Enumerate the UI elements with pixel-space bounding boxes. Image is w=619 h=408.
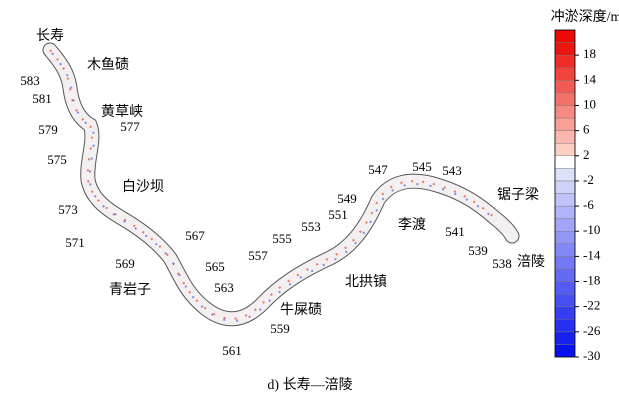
section-label: 543 [442,163,462,178]
section-label: 581 [32,91,52,106]
colorbar-cell [554,268,576,282]
colorbar-tick-label: -22 [583,298,600,313]
section-label: 539 [468,243,488,258]
place-label: 木鱼碛 [87,56,129,73]
colorbar-tick-label: 2 [583,147,590,162]
caption: d) 长寿—涪陵 [267,376,352,393]
colorbar-cell [554,29,576,43]
colorbar-cell [554,231,576,245]
colorbar-cell [554,155,576,169]
colorbar-tick-label: -6 [583,197,594,212]
colorbar-tick-label: -26 [583,323,601,338]
colorbar-cell [554,142,576,156]
colorbar-tick-label: -18 [583,273,600,288]
colorbar-cell [554,193,576,207]
section-label: 583 [20,73,40,88]
colorbar-cell [554,42,576,56]
colorbar-cell [554,205,576,219]
colorbar-tick-label: -10 [583,222,600,237]
colorbar-tick-label: 6 [583,122,590,137]
place-label: 锯子梁 [497,187,539,203]
place-label: 白沙坝 [122,179,164,195]
colorbar-cell [554,281,576,295]
section-label: 573 [58,202,78,217]
section-label: 563 [214,280,234,295]
colorbar-cell [554,243,576,257]
section-label: 541 [445,224,465,239]
section-label: 579 [38,122,58,137]
colorbar-tick-label: 18 [583,46,596,61]
colorbar-cell [554,130,576,144]
section-label: 551 [328,207,348,222]
section-label: 561 [222,343,242,358]
colorbar-cell [554,256,576,270]
section-label: 567 [185,228,205,243]
colorbar-cell [554,80,576,94]
colorbar-tick-label: -14 [583,247,601,262]
colorbar-cell [554,92,576,106]
place-label: 北拱镇 [345,274,387,290]
colorbar-cell [554,105,576,119]
section-label: 569 [115,256,135,271]
section-label: 557 [248,248,268,263]
colorbar-cell [554,344,576,358]
section-label: 538 [492,256,512,271]
colorbar-cell [554,218,576,232]
section-label: 553 [301,219,321,234]
colorbar-tick-label: -2 [583,172,594,187]
colorbar-cell [554,54,576,68]
colorbar-cell [554,117,576,131]
section-label: 547 [368,162,388,177]
place-label: 涪陵 [517,254,545,270]
colorbar-title: 冲淤深度/m [551,9,619,25]
section-label: 571 [65,235,85,250]
section-label: 559 [270,321,290,336]
section-label: 565 [205,259,225,274]
section-label: 575 [47,152,67,167]
colorbar-cell [554,306,576,320]
colorbar-cell [554,293,576,307]
place-label: 牛屎碛 [280,302,322,318]
colorbar-cell [554,331,576,345]
colorbar-tick-label: 14 [583,71,597,86]
colorbar-cell [554,319,576,333]
colorbar-tick-label: 10 [583,96,596,111]
colorbar-tick-label: -30 [583,348,600,363]
river-channel [42,42,520,327]
section-label: 577 [120,119,140,134]
section-label: 549 [337,191,357,206]
section-label: 545 [412,159,432,174]
place-label: 长寿 [36,27,64,44]
colorbar-cell [554,180,576,194]
colorbar: 18 14 10 6 2 -2 -6 -10 -14 -18 -22 -26 -30 [554,29,601,363]
place-label: 李渡 [398,217,426,233]
place-label: 黄草峡 [101,103,143,120]
place-label: 青岩子 [109,282,151,298]
colorbar-frame [554,29,576,358]
section-label: 555 [272,231,292,246]
colorbar-cell [554,67,576,81]
colorbar-cell [554,168,576,182]
